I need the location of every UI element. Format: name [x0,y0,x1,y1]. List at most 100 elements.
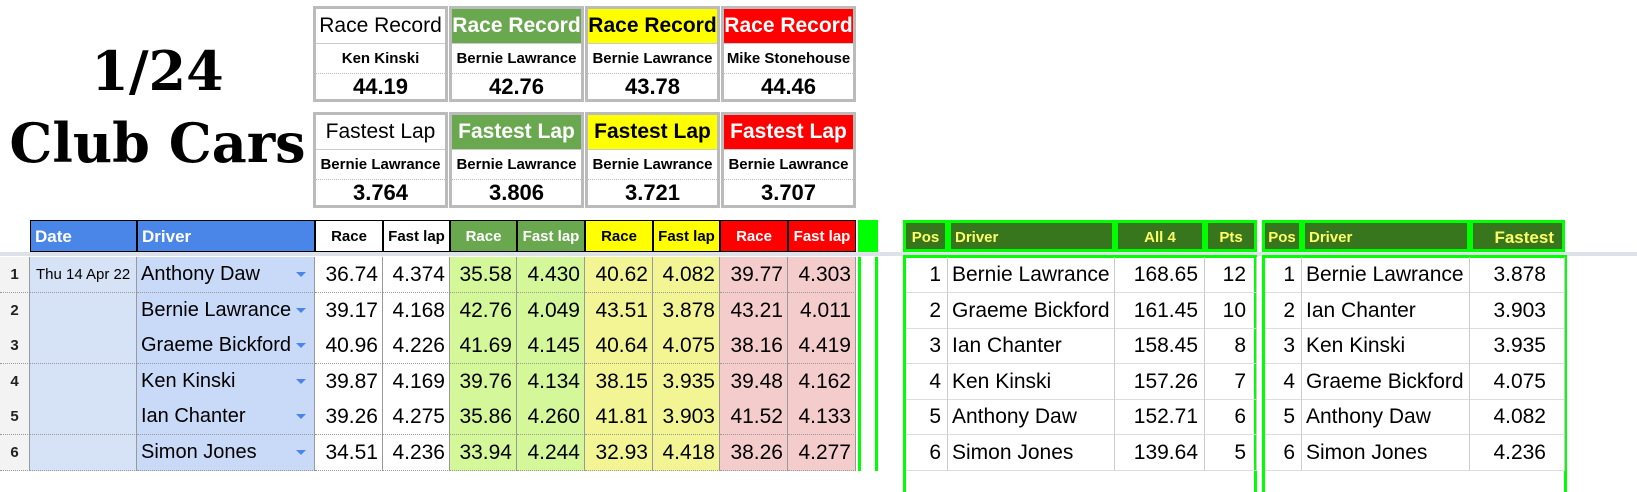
date-cell[interactable] [30,328,137,364]
lap-value-cell[interactable]: 41.69 [450,328,517,364]
lap-value-cell[interactable]: 43.51 [585,292,653,329]
lap-value-cell[interactable]: 4.260 [517,399,585,435]
lap-value-cell[interactable]: 4.168 [383,292,450,329]
date-cell[interactable]: Thu 14 Apr 22 [30,257,137,293]
driver-name: Simon Jones [141,440,257,463]
lap-value-cell[interactable]: 4.133 [788,399,856,435]
lap-value-cell[interactable]: 41.81 [585,399,653,435]
driver-name: Graeme Bickford [141,334,292,356]
lap-value-cell[interactable]: 4.162 [788,363,856,400]
fastest-label: Fastest Lap [724,115,853,150]
lap-value-cell[interactable]: 35.86 [450,399,517,435]
separator-cell [858,292,878,329]
dropdown-arrow-icon[interactable] [296,414,306,419]
lap-value-cell[interactable]: 38.16 [720,328,788,364]
date-cell[interactable] [30,363,137,400]
driver-dropdown[interactable]: Ian Chanter [137,399,315,435]
standings-cell: 4 [906,363,948,400]
standings-cell: 10 [1205,292,1257,329]
lap-value-cell[interactable]: 4.303 [788,257,856,293]
fastest-label: Fastest Lap [316,115,445,150]
fastest-box: Fastest Lap Bernie Lawrance 3.707 [721,112,856,208]
standings-cell: 2 [906,292,948,329]
lap-value-cell[interactable]: 39.77 [720,257,788,293]
lap-value-cell[interactable]: 4.277 [788,434,856,471]
driver-dropdown[interactable]: Simon Jones [137,434,315,471]
lap-value-cell[interactable]: 39.87 [315,363,383,400]
lap-value-cell[interactable]: 4.134 [517,363,585,400]
dropdown-arrow-icon[interactable] [296,272,306,277]
fastest-header: Pos [1262,220,1302,252]
lap-value-cell[interactable]: 4.011 [788,292,856,329]
standings-header: All 4 [1115,220,1205,252]
lap-value-cell[interactable]: 4.244 [517,434,585,471]
lap-value-cell[interactable]: 33.94 [450,434,517,471]
lap-value-cell[interactable]: 3.903 [653,399,720,435]
standings-cell: 1 [906,257,948,293]
fastest-label: Fastest Lap [588,115,717,150]
lap-value-cell[interactable]: 39.26 [315,399,383,435]
fastest-cell: 4.082 [1470,399,1565,435]
page-title: 1/24 Club Cars [9,39,306,175]
records-label: Race Record [724,9,853,44]
lap-value-cell[interactable]: 40.96 [315,328,383,364]
dropdown-arrow-icon[interactable] [296,449,306,455]
lap-value-cell[interactable]: 36.74 [315,257,383,293]
lap-value-cell[interactable]: 4.275 [383,399,450,435]
dropdown-arrow-icon[interactable] [296,378,306,384]
lap-value-cell[interactable]: 4.082 [653,257,720,293]
date-cell[interactable] [30,434,137,471]
records-label: Race Record [452,9,581,44]
standings-header: Driver [948,220,1115,252]
lap-value-cell[interactable]: 40.64 [585,328,653,364]
lap-value-cell[interactable]: 4.075 [653,328,720,364]
lap-value-cell[interactable]: 4.145 [517,328,585,364]
results-header: Race [585,220,653,252]
lap-value-cell[interactable]: 42.76 [450,292,517,329]
lap-value-cell[interactable]: 4.419 [788,328,856,364]
results-header: Fast lap [653,220,720,252]
lap-value-cell[interactable]: 3.935 [653,363,720,400]
records-value: 43.78 [624,74,681,99]
lap-value-cell[interactable]: 39.76 [450,363,517,400]
lap-value-cell[interactable]: 4.374 [383,257,450,293]
green-separator [858,220,878,252]
lap-value-cell[interactable]: 40.62 [585,257,653,293]
lap-value-cell[interactable]: 4.226 [383,328,450,364]
lap-value-cell[interactable]: 39.48 [720,363,788,400]
fastest-name: Bernie Lawrance [588,150,717,180]
fastest-cell: 1 [1265,257,1302,293]
records-box: Race Record Ken Kinski 44.19 [313,6,448,102]
lap-value-cell[interactable]: 4.169 [383,363,450,400]
lap-value-cell[interactable]: 38.26 [720,434,788,471]
results-header: Fast lap [788,220,856,252]
date-cell[interactable] [30,399,137,435]
row-number: 2 [0,292,30,329]
driver-dropdown[interactable]: Graeme Bickford [137,328,315,364]
driver-dropdown[interactable]: Anthony Daw [137,257,315,293]
lap-value-cell[interactable]: 39.17 [315,292,383,329]
dropdown-arrow-icon[interactable] [296,307,306,313]
lap-value-cell[interactable]: 32.93 [585,434,653,471]
lap-value-cell[interactable]: 4.049 [517,292,585,329]
standings-cell: 161.45 [1115,292,1205,329]
lap-value-cell[interactable]: 4.236 [383,434,450,471]
lap-value-cell[interactable]: 43.21 [720,292,788,329]
lap-value-cell[interactable]: 4.430 [517,257,585,293]
standings-cell: Graeme Bickford [948,292,1115,329]
lap-value-cell[interactable]: 3.878 [653,292,720,329]
driver-dropdown[interactable]: Ken Kinski [137,363,315,400]
lap-value-cell[interactable]: 41.52 [720,399,788,435]
standings-cell: Ken Kinski [948,363,1115,400]
records-value: 44.19 [352,74,409,99]
lap-value-cell[interactable]: 38.15 [585,363,653,400]
driver-dropdown[interactable]: Bernie Lawrance [137,292,315,329]
fastest-box: Fastest Lap Bernie Lawrance 3.721 [585,112,720,208]
records-value: 42.76 [488,74,545,99]
dropdown-arrow-icon[interactable] [296,343,306,348]
fastest-value: 3.707 [760,180,817,205]
lap-value-cell[interactable]: 34.51 [315,434,383,471]
lap-value-cell[interactable]: 35.58 [450,257,517,293]
date-cell[interactable] [30,292,137,329]
lap-value-cell[interactable]: 4.418 [653,434,720,471]
